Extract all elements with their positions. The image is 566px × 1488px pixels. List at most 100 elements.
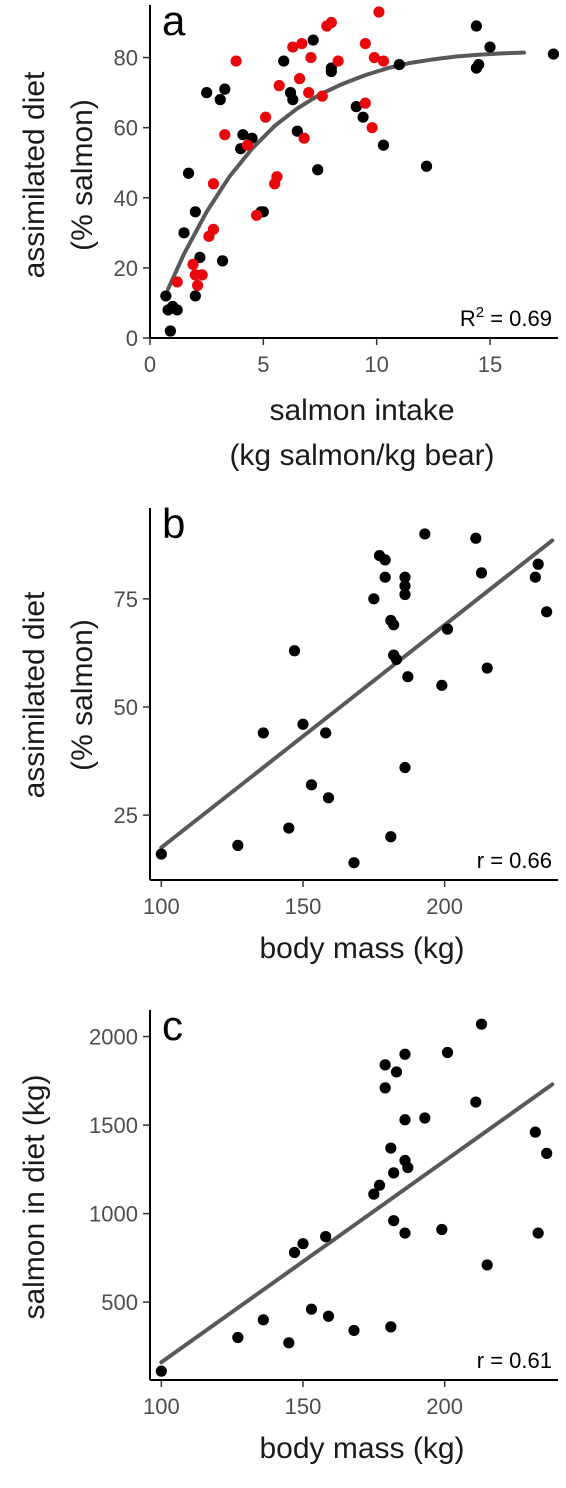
data-point — [348, 857, 360, 869]
data-point — [385, 1142, 397, 1154]
y-tick-label: 0 — [126, 326, 138, 351]
data-point — [192, 279, 204, 292]
x-tick-label: 150 — [285, 894, 322, 919]
data-point — [257, 727, 269, 739]
data-point — [377, 55, 390, 67]
data-point — [297, 718, 309, 730]
regression-line — [159, 1082, 555, 1365]
data-point — [189, 206, 201, 218]
data-point — [271, 171, 283, 183]
panel-c: 100 150 200 500 1000 1500 2000 body mass (kg) sa… — [18, 1002, 558, 1465]
data-point — [473, 58, 485, 71]
x-tick-label: 100 — [143, 894, 180, 919]
stat-value: = 0.61 — [484, 1348, 552, 1373]
data-point — [273, 80, 285, 92]
data-point — [171, 304, 183, 316]
data-point — [296, 37, 308, 50]
x-axis-title-line2: (kg salmon/kg bear) — [229, 439, 494, 472]
stat-value: = 0.66 — [484, 848, 552, 873]
data-point — [393, 58, 405, 71]
fit-curve — [166, 50, 526, 291]
y-tick-label: 20 — [114, 256, 138, 281]
data-point — [470, 20, 482, 32]
y-tick-label: 1500 — [89, 1113, 138, 1138]
data-point — [219, 129, 231, 141]
data-point — [164, 325, 176, 337]
data-point — [305, 779, 318, 791]
y-axis-title-line2: (% salmon) — [66, 99, 99, 251]
data-point — [260, 111, 272, 123]
data-point — [402, 671, 414, 683]
fit-statistic: r = 0.61 — [477, 1348, 552, 1373]
data-point — [325, 62, 337, 74]
x-tick-label: 15 — [478, 352, 502, 377]
data-point — [307, 34, 319, 46]
panel-label: b — [162, 500, 185, 547]
data-point — [201, 87, 213, 99]
data-point — [436, 1223, 448, 1236]
fit-statistic: r = 0.66 — [477, 848, 552, 873]
data-point — [178, 227, 190, 239]
series-1 — [171, 6, 390, 292]
x-tick-label: 5 — [257, 352, 269, 377]
data-point — [470, 532, 482, 544]
regression-line — [159, 538, 555, 850]
y-tick-label: 1000 — [89, 1202, 138, 1227]
stat-superscript: 2 — [476, 304, 484, 321]
data-point — [385, 831, 397, 843]
data-point — [312, 164, 324, 176]
y-axis-title: salmon in diet (kg) — [18, 1074, 51, 1319]
data-point — [283, 1337, 295, 1349]
y-tick-label: 80 — [114, 46, 138, 71]
data-point — [379, 554, 391, 566]
stat-symbol: R — [460, 306, 476, 331]
data-point — [219, 83, 231, 95]
series-0 — [155, 1018, 553, 1377]
data-point — [373, 1179, 386, 1191]
y-axis-title: assimilated diet — [18, 591, 51, 798]
series-0 — [155, 528, 553, 869]
data-point — [541, 606, 553, 618]
panel-label: a — [162, 0, 186, 44]
data-point — [216, 255, 229, 267]
data-point — [484, 41, 496, 53]
data-point — [288, 645, 301, 657]
data-point — [547, 48, 560, 60]
data-point — [237, 129, 249, 141]
data-point — [332, 55, 344, 67]
data-point — [541, 1147, 553, 1159]
data-point — [420, 160, 433, 172]
data-point — [155, 848, 167, 860]
y-tick-label: 50 — [114, 695, 138, 720]
data-point — [294, 73, 306, 85]
data-point — [481, 1259, 493, 1271]
data-point — [390, 1066, 403, 1078]
data-point — [379, 1059, 391, 1071]
stat-symbol: r — [477, 1348, 484, 1373]
data-point — [316, 90, 328, 102]
data-point — [373, 6, 385, 18]
data-point — [399, 588, 411, 601]
data-point — [241, 139, 254, 151]
data-point — [187, 258, 199, 270]
x-tick-label: 150 — [285, 1394, 322, 1419]
data-point — [214, 94, 226, 106]
data-point — [357, 111, 369, 123]
data-point — [287, 94, 299, 106]
data-point — [366, 122, 378, 134]
data-point — [182, 167, 195, 179]
data-point — [399, 761, 411, 774]
data-point — [388, 1167, 400, 1179]
data-point — [288, 1246, 301, 1259]
data-point — [385, 1321, 397, 1333]
x-tick-label: 100 — [143, 1394, 180, 1419]
data-point — [529, 1126, 541, 1138]
series-0 — [160, 20, 560, 337]
data-point — [399, 1227, 411, 1239]
data-point — [532, 558, 544, 570]
data-point — [379, 1082, 391, 1094]
y-tick-label: 2000 — [89, 1025, 138, 1050]
data-point — [441, 1046, 454, 1059]
data-point — [402, 1161, 414, 1174]
